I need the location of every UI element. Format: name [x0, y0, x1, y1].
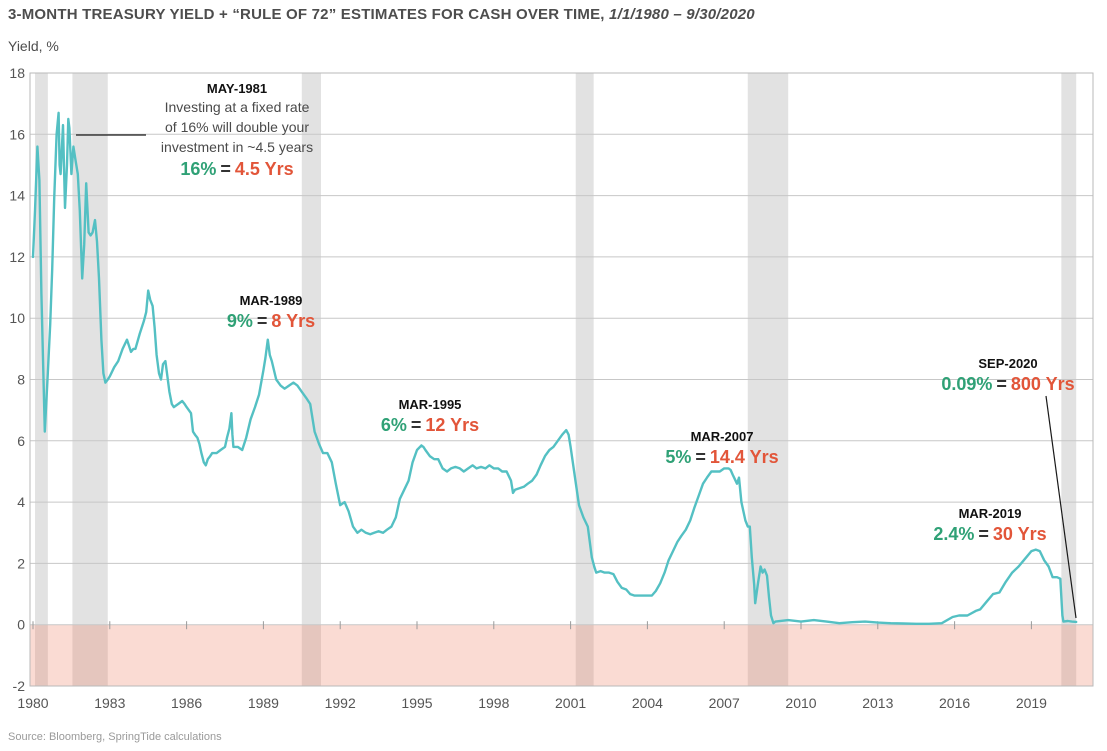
y-axis-tick-label: 10 [9, 310, 25, 326]
rate-value: 9% [226, 311, 253, 331]
source-note: Source: Bloomberg, SpringTide calculatio… [8, 731, 222, 743]
annotation-date: MAR-1995 [398, 397, 462, 412]
y-axis-tick-label: 0 [17, 617, 25, 633]
x-axis-tick-label: 2019 [1016, 695, 1047, 711]
x-axis-tick-label: 1986 [171, 695, 202, 711]
years-value: 800 Yrs [1010, 374, 1075, 394]
y-axis-tick-label: 6 [17, 433, 25, 449]
years-value: 30 Yrs [992, 524, 1047, 544]
x-axis-tick-label: 2016 [939, 695, 970, 711]
annotation-date: MAR-2007 [690, 429, 754, 444]
annotation-date: SEP-2020 [978, 356, 1038, 371]
annotation-may-1981: MAY-1981 Investing at a fixed rate of 16… [161, 80, 313, 180]
annotation-note-line: investment in ~4.5 years [160, 139, 314, 155]
y-axis-tick-label: 4 [17, 494, 25, 510]
x-axis-tick-label: 2004 [632, 695, 663, 711]
annotation-value: 5% = 14.4 Yrs [665, 446, 778, 468]
x-axis-tick-label: 1983 [94, 695, 125, 711]
annotation-mar-1995: MAR-1995 6% = 12 Yrs [381, 396, 479, 436]
x-axis-tick-label: 1992 [325, 695, 356, 711]
annotation-value: 16% = 4.5 Yrs [161, 158, 313, 180]
annotation-mar-2019: MAR-2019 2.4% = 30 Yrs [933, 505, 1046, 545]
annotation-sep-2020: SEP-2020 0.09% = 800 Yrs [941, 355, 1074, 395]
x-axis-tick-label: 1995 [401, 695, 432, 711]
equals-sign: = [256, 311, 268, 331]
rate-value: 6% [380, 415, 407, 435]
equals-sign: = [978, 524, 989, 544]
y-axis-tick-label: 8 [17, 372, 25, 388]
x-axis-tick-label: 2007 [709, 695, 740, 711]
annotation-mar-2007: MAR-2007 5% = 14.4 Yrs [665, 428, 778, 468]
chart-title: 3-MONTH TREASURY YIELD + “RULE OF 72” ES… [8, 6, 755, 23]
rate-value: 16% [180, 159, 217, 179]
equals-sign: = [695, 447, 706, 467]
x-axis-tick-label: 1998 [478, 695, 509, 711]
x-axis-tick-label: 2013 [862, 695, 893, 711]
y-axis-tick-label: 14 [9, 188, 25, 204]
x-axis-tick-label: 2001 [555, 695, 586, 711]
annotation-date: MAY-1981 [206, 81, 268, 96]
plot-border [29, 72, 1094, 687]
rate-value: 2.4% [933, 524, 975, 544]
yield-line [31, 111, 1078, 625]
rate-value: 0.09% [941, 374, 993, 394]
years-value: 4.5 Yrs [234, 159, 294, 179]
equals-sign: = [220, 159, 231, 179]
equals-sign: = [410, 415, 422, 435]
years-value: 14.4 Yrs [709, 447, 779, 467]
y-axis-tick-label: 18 [9, 65, 25, 81]
x-axis-tick-label: 1989 [248, 695, 279, 711]
y-axis-unit-label: Yield, % [8, 38, 59, 54]
years-value: 12 Yrs [425, 415, 480, 435]
annotation-mar-1989: MAR-1989 9% = 8 Yrs [227, 292, 315, 332]
equals-sign: = [996, 374, 1007, 394]
x-axis-tick-label: 2010 [785, 695, 816, 711]
annotation-date: MAR-1989 [239, 293, 303, 308]
y-axis-tick-label: 16 [9, 126, 25, 142]
annotation-date: MAR-2019 [958, 506, 1022, 521]
y-axis-tick-label: 2 [17, 555, 25, 571]
rate-value: 5% [665, 447, 692, 467]
annotation-value: 6% = 12 Yrs [381, 414, 479, 436]
annotation-note-line: Investing at a fixed rate [164, 99, 310, 115]
annotation-value: 9% = 8 Yrs [227, 310, 315, 332]
chart-title-main: 3-MONTH TREASURY YIELD + “RULE OF 72” ES… [8, 6, 610, 23]
y-axis-tick-label: 12 [9, 249, 25, 265]
years-value: 8 Yrs [271, 311, 316, 331]
annotation-note-line: of 16% will double your [165, 119, 309, 135]
below-zero-zone [30, 624, 1093, 686]
callout-line [1045, 395, 1077, 619]
x-axis-tick-label: 1980 [17, 695, 48, 711]
annotation-value: 0.09% = 800 Yrs [941, 373, 1074, 395]
annotation-value: 2.4% = 30 Yrs [933, 523, 1046, 545]
y-axis-tick-label: -2 [13, 678, 26, 694]
annotation-note: Investing at a fixed rate of 16% will do… [161, 97, 313, 157]
chart-title-date-range: 1/1/1980 – 9/30/2020 [609, 6, 755, 23]
